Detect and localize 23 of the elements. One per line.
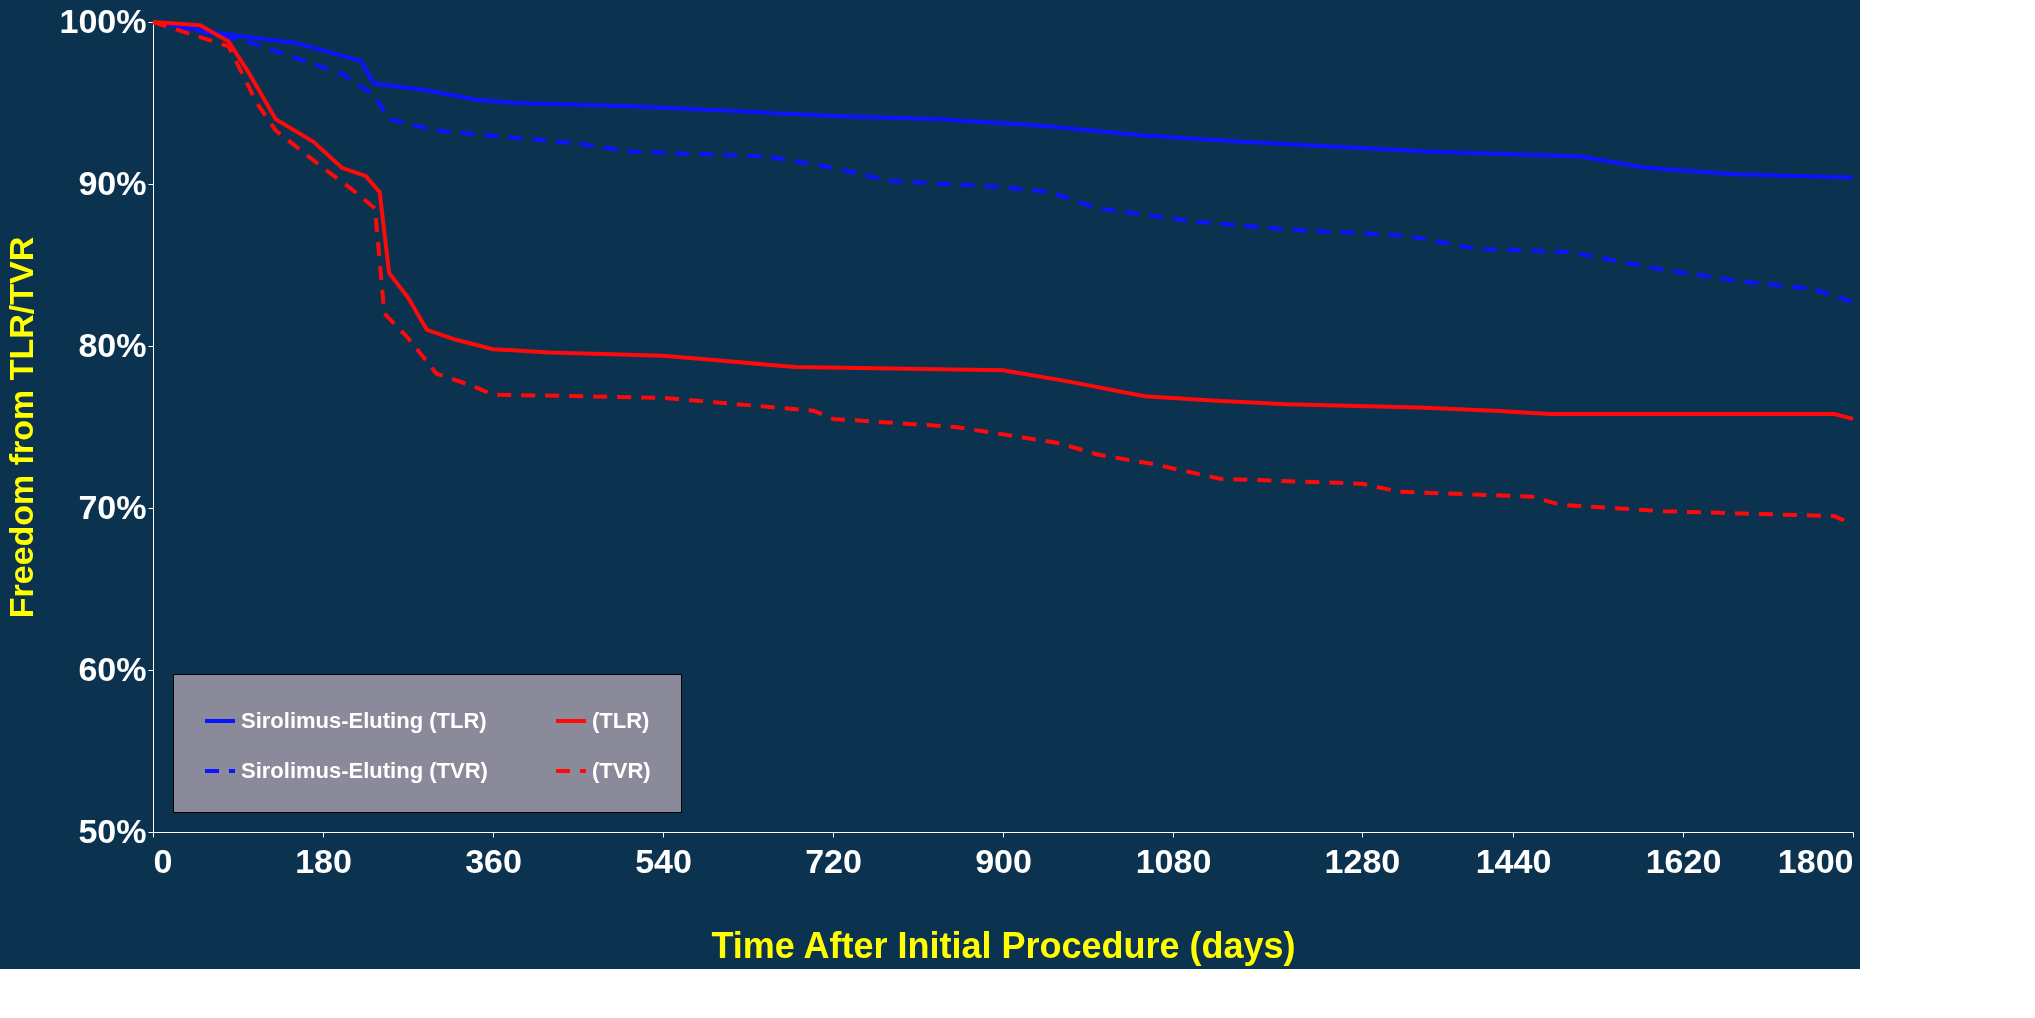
x-axis-title: Time After Initial Procedure (days)	[711, 924, 1296, 966]
x-tick-label: 900	[975, 841, 1032, 880]
y-tick-label: 70%	[78, 487, 147, 526]
x-tick-label: 1080	[1135, 841, 1212, 880]
y-tick-label: 50%	[78, 811, 147, 850]
legend-label: (TLR)	[592, 708, 650, 733]
y-tick-label: 100%	[59, 1, 147, 40]
x-tick-label: 1620	[1645, 841, 1722, 880]
legend-label: Sirolimus-Eluting (TVR)	[241, 758, 488, 783]
x-tick-label: 720	[805, 841, 862, 880]
legend-label: Sirolimus-Eluting (TLR)	[241, 708, 487, 733]
x-tick-label: 180	[295, 841, 352, 880]
legend-label: (TVR)	[592, 758, 651, 783]
x-tick-label: 360	[465, 841, 522, 880]
y-axis-title: Freedom from TLR/TVR	[1, 236, 40, 619]
y-tick-label: 60%	[78, 649, 147, 688]
y-tick-label: 90%	[78, 163, 147, 202]
x-tick-label: 1280	[1324, 841, 1401, 880]
x-tick-label: 1440	[1475, 841, 1552, 880]
x-tick-label: 1800	[1777, 841, 1854, 880]
x-tick-label: 540	[635, 841, 692, 880]
x-tick-label: 0	[153, 841, 173, 880]
y-tick-label: 80%	[78, 325, 147, 364]
